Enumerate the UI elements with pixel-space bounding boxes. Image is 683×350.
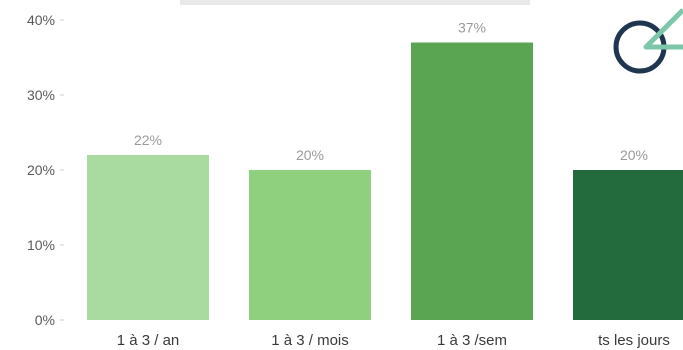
data-label: 37% (458, 20, 486, 36)
x-tick-label: ts les jours (598, 332, 670, 349)
x-tick-label: 1 à 3 / mois (271, 332, 349, 349)
y-axis: 0% 10% 20% 30% 40% (27, 12, 64, 328)
bar (249, 170, 371, 320)
data-label: 20% (296, 147, 324, 163)
x-tick-label: 1 à 3 /sem (437, 332, 507, 349)
bar (87, 155, 209, 320)
y-tick-label: 10% (27, 237, 55, 253)
data-labels: 22% 20% 37% 20% (134, 20, 648, 164)
bar-series (87, 42, 683, 320)
data-label: 20% (620, 147, 648, 163)
x-tick-label: 1 à 3 / an (117, 332, 180, 349)
x-axis: 1 à 3 / an 1 à 3 / mois 1 à 3 /sem ts les j… (117, 332, 670, 349)
chart-title-cropped (180, 0, 530, 5)
y-tick-label: 30% (27, 87, 55, 103)
circle-triangle-logo-icon (613, 8, 683, 74)
data-label: 22% (134, 132, 162, 148)
y-tick-label: 20% (27, 162, 55, 178)
y-tick-label: 40% (27, 12, 55, 28)
y-tick-label: 0% (35, 312, 55, 328)
bar (573, 170, 683, 320)
bar (411, 42, 533, 320)
